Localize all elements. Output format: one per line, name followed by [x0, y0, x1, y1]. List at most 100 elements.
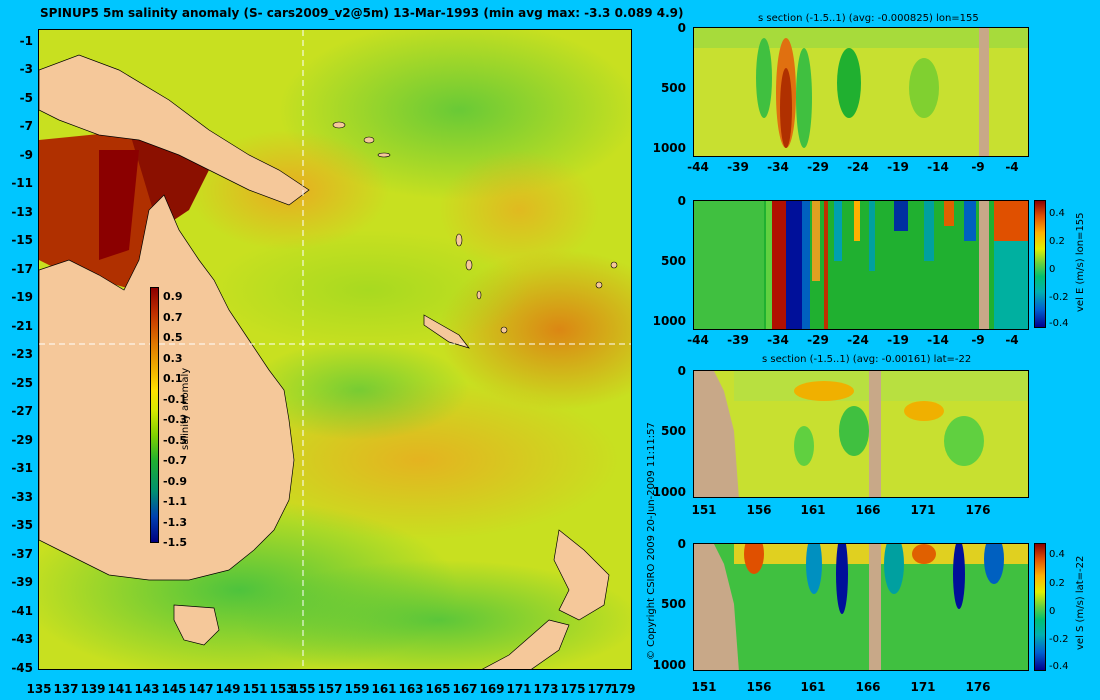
panel2-xtick: -24 [847, 333, 869, 347]
lon-tick: 171 [506, 682, 532, 696]
panel3-xtick: 171 [910, 503, 936, 517]
panel1-xtick: -29 [807, 160, 829, 174]
lat-tick: -43 [11, 632, 33, 646]
panel3-xtick: 161 [800, 503, 826, 517]
lat-tick: -31 [11, 461, 33, 475]
panel1-ytick: 500 [660, 81, 686, 95]
colorbar-label: -0.1 [163, 393, 188, 406]
colorbar-label: -1.1 [163, 495, 188, 508]
lat-tick: -35 [11, 518, 33, 532]
panel4-xtick: 176 [965, 680, 991, 694]
lon-tick: 177 [587, 682, 613, 696]
lon-tick: 143 [134, 682, 160, 696]
vel-cbar-label: -0.2 [1049, 634, 1069, 645]
lat-tick: -3 [19, 62, 33, 76]
lat-tick: -9 [19, 148, 33, 162]
lat-tick: -23 [11, 347, 33, 361]
vel-cbar-label: 0.2 [1049, 236, 1065, 247]
colorbar-label: -1.3 [163, 516, 188, 529]
panel2-xtick: -19 [887, 333, 909, 347]
panel2-ytick: 0 [677, 194, 686, 208]
colorbar-label: 0.7 [163, 311, 183, 324]
lon-tick: 137 [53, 682, 79, 696]
panel2-xtick: -4 [1005, 333, 1019, 347]
lon-tick: 147 [188, 682, 214, 696]
colorbar-title: salinity anomaly [180, 367, 191, 450]
panel3-canvas [694, 371, 1028, 497]
panel2-xtick: -39 [727, 333, 749, 347]
panel2-xtick: -44 [687, 333, 709, 347]
lon-tick: 175 [560, 682, 586, 696]
lon-tick: 179 [610, 682, 636, 696]
panel2-xtick: -14 [927, 333, 949, 347]
lat-tick: -41 [11, 604, 33, 618]
lon-tick: 139 [80, 682, 106, 696]
map-title: SPINUP5 5m salinity anomaly (S- cars2009… [40, 6, 684, 20]
section-panel-3 [693, 370, 1029, 498]
lat-tick: -21 [11, 319, 33, 333]
section-panel-2 [693, 200, 1029, 330]
colorbar-label: 0.3 [163, 352, 183, 365]
panel1-xtick: -14 [927, 160, 949, 174]
panel3-xtick: 176 [965, 503, 991, 517]
colorbar-label: 0.1 [163, 372, 183, 385]
colorbar-label: -0.3 [163, 413, 188, 426]
panel2-cbar-title: vel E (m/s) lon=155 [1075, 212, 1086, 312]
panel1-xtick: -19 [887, 160, 909, 174]
vel-cbar-label: -0.2 [1049, 292, 1069, 303]
panel4-ytick: 500 [660, 597, 686, 611]
lat-tick: -39 [11, 575, 33, 589]
panel1-ytick: 1000 [652, 141, 686, 155]
panel4-xtick: 156 [746, 680, 772, 694]
panel1-xtick: -24 [847, 160, 869, 174]
lat-tick: -15 [11, 233, 33, 247]
lon-tick: 163 [398, 682, 424, 696]
panel4-xtick: 151 [691, 680, 717, 694]
panel4-ytick: 1000 [652, 658, 686, 672]
lat-tick: -29 [11, 433, 33, 447]
lat-tick: -37 [11, 547, 33, 561]
vel-cbar-label: -0.4 [1049, 318, 1069, 329]
lat-tick: -7 [19, 119, 33, 133]
salinity-colorbar [150, 287, 159, 543]
lon-tick: 157 [317, 682, 343, 696]
panel2-ytick: 1000 [652, 314, 686, 328]
panel3-xtick: 151 [691, 503, 717, 517]
lat-tick: -1 [19, 34, 33, 48]
lon-tick: 165 [425, 682, 451, 696]
lat-tick: -19 [11, 290, 33, 304]
panel2-xtick: -34 [767, 333, 789, 347]
panel3-ytick: 1000 [652, 485, 686, 499]
panel1-title: s section (-1.5..1) (avg: -0.000825) lon… [758, 13, 979, 24]
colorbar-label: -0.5 [163, 434, 188, 447]
panel4-canvas [694, 544, 1028, 670]
panel2-ytick: 500 [660, 254, 686, 268]
panel4-ytick: 0 [677, 537, 686, 551]
panel4-xtick: 166 [855, 680, 881, 694]
lon-tick: 141 [107, 682, 133, 696]
colorbar-label: -1.5 [163, 536, 188, 549]
lon-tick: 173 [533, 682, 559, 696]
vel-cbar-label: 0 [1049, 264, 1056, 275]
vel-cbar-label: -0.4 [1049, 661, 1069, 672]
panel1-ytick: 0 [677, 21, 686, 35]
lat-tick: -33 [11, 490, 33, 504]
panel1-xtick: -34 [767, 160, 789, 174]
vel-cbar-label: 0.2 [1049, 578, 1065, 589]
lon-tick: 161 [371, 682, 397, 696]
lon-tick: 135 [26, 682, 52, 696]
panel1-xtick: -9 [971, 160, 985, 174]
panel3-ytick: 500 [660, 424, 686, 438]
panel1-xtick: -39 [727, 160, 749, 174]
lat-tick: -25 [11, 376, 33, 390]
lat-tick: -27 [11, 404, 33, 418]
velocity-colorbar-2 [1034, 543, 1046, 671]
section-panel-4 [693, 543, 1029, 671]
salinity-map [38, 29, 632, 670]
lat-tick: -45 [11, 661, 33, 675]
panel1-xtick: -4 [1005, 160, 1019, 174]
lon-tick: 151 [242, 682, 268, 696]
panel4-cbar-title: vel S (m/s) lat=-22 [1075, 555, 1086, 650]
colorbar-label: -0.9 [163, 475, 188, 488]
lon-tick: 169 [479, 682, 505, 696]
